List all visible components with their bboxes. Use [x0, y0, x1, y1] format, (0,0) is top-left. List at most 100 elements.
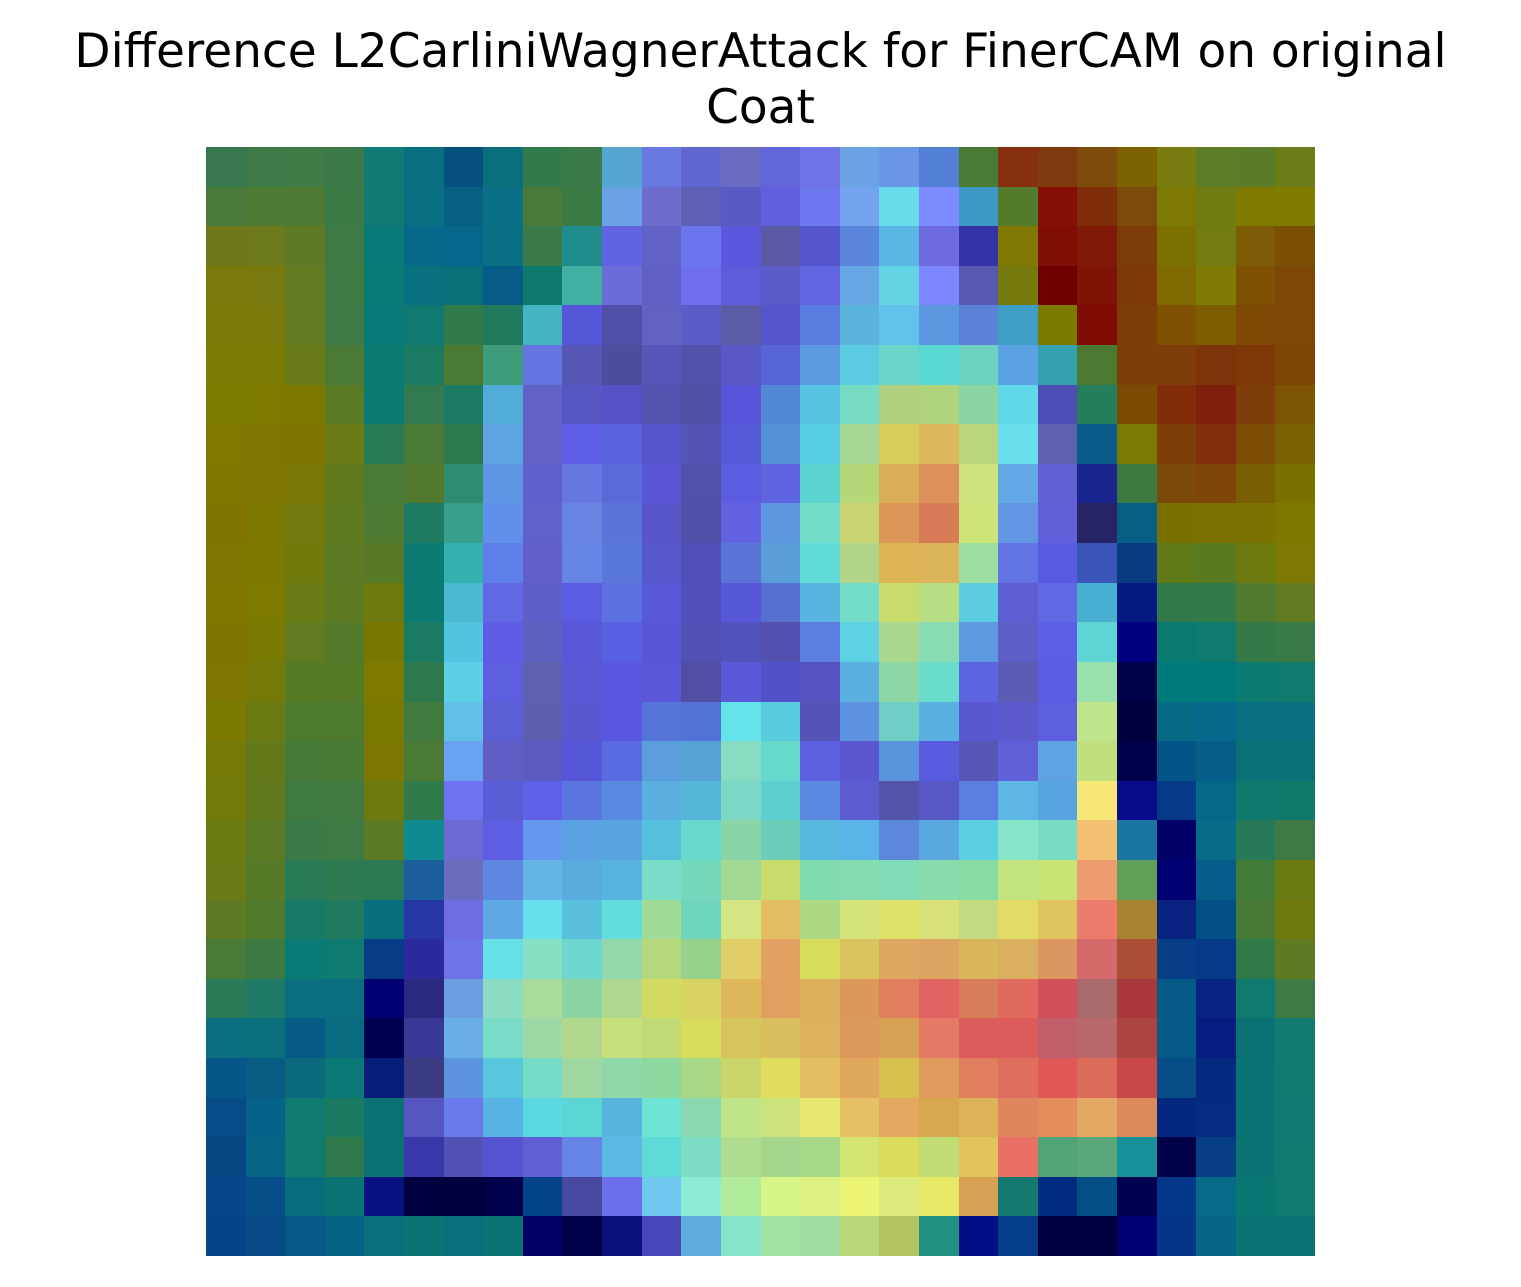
heatmap-cell — [1077, 820, 1117, 860]
heatmap-cell — [879, 265, 919, 306]
heatmap-cell — [522, 978, 563, 1019]
heatmap-cell — [1037, 1097, 1078, 1138]
heatmap-cell — [641, 147, 682, 187]
heatmap-cell — [562, 1216, 603, 1256]
heatmap-cell — [998, 1176, 1038, 1217]
heatmap-cell — [800, 265, 840, 306]
heatmap-cell — [760, 939, 801, 979]
heatmap-cell — [1275, 1137, 1315, 1177]
heatmap-cell — [562, 859, 603, 900]
heatmap-cell — [760, 780, 801, 821]
heatmap-cell — [483, 384, 523, 425]
heatmap-cell — [285, 1097, 325, 1138]
heatmap-cell — [1275, 820, 1315, 860]
heatmap-cell — [760, 1097, 801, 1138]
heatmap-cell — [760, 305, 801, 346]
heatmap-cell — [800, 1176, 840, 1217]
heatmap-cell — [958, 1137, 999, 1177]
heatmap-cell — [641, 265, 682, 306]
heatmap-cell — [285, 859, 325, 900]
heatmap-cell — [1156, 622, 1197, 662]
heatmap-cell — [998, 978, 1038, 1019]
heatmap-cell — [602, 820, 642, 860]
heatmap-cell — [681, 1018, 721, 1058]
heatmap-cell — [958, 1057, 999, 1098]
heatmap-cell — [522, 147, 563, 187]
heatmap-cell — [245, 978, 286, 1019]
heatmap-cell — [206, 1018, 246, 1058]
heatmap-cell — [918, 463, 959, 504]
heatmap-cell — [879, 186, 919, 227]
heatmap-cell — [443, 384, 484, 425]
heatmap-cell — [918, 582, 959, 623]
heatmap-cell — [918, 978, 959, 1019]
heatmap-cell — [839, 424, 880, 464]
heatmap-cell — [602, 1057, 642, 1098]
heatmap-cell — [720, 741, 761, 781]
heatmap-cell — [562, 1097, 603, 1138]
heatmap-cell — [404, 1057, 444, 1098]
heatmap-cell — [1037, 582, 1078, 623]
heatmap-cell — [1116, 1057, 1157, 1098]
heatmap-cell — [443, 582, 484, 623]
heatmap-cell — [285, 1176, 325, 1217]
heatmap-cell — [681, 265, 721, 306]
heatmap-cell — [522, 622, 563, 662]
heatmap-cell — [443, 1057, 484, 1098]
heatmap-cell — [602, 939, 642, 979]
heatmap-cell — [1077, 186, 1117, 227]
heatmap-cell — [1235, 859, 1276, 900]
heatmap-cell — [839, 147, 880, 187]
heatmap-cell — [879, 1018, 919, 1058]
heatmap-cell — [720, 899, 761, 940]
heatmap-cell — [1235, 622, 1276, 662]
heatmap-cell — [1037, 780, 1078, 821]
heatmap-cell — [522, 939, 563, 979]
heatmap-cell — [206, 1057, 246, 1098]
heatmap-cell — [285, 147, 325, 187]
heatmap-cell — [562, 305, 603, 346]
heatmap-cell — [562, 978, 603, 1019]
heatmap-cell — [1077, 1057, 1117, 1098]
heatmap-cell — [1077, 939, 1117, 979]
heatmap-cell — [681, 147, 721, 187]
heatmap-cell — [998, 186, 1038, 227]
heatmap-cell — [998, 939, 1038, 979]
heatmap-cell — [245, 305, 286, 346]
heatmap-cell — [958, 622, 999, 662]
heatmap-cell — [641, 463, 682, 504]
heatmap-cell — [800, 1137, 840, 1177]
heatmap-cell — [562, 701, 603, 742]
heatmap-cell — [245, 859, 286, 900]
heatmap-cell — [483, 345, 523, 385]
heatmap-cell — [839, 780, 880, 821]
heatmap-cell — [1235, 1216, 1276, 1256]
heatmap-cell — [879, 384, 919, 425]
heatmap-cell — [364, 1097, 405, 1138]
heatmap-cell — [1077, 543, 1117, 583]
heatmap-cell — [641, 305, 682, 346]
heatmap-cell — [522, 503, 563, 544]
heatmap-cell — [839, 1216, 880, 1256]
heatmap-cell — [760, 820, 801, 860]
heatmap-cell — [245, 226, 286, 266]
heatmap-cell — [958, 978, 999, 1019]
heatmap-cell — [522, 1137, 563, 1177]
heatmap-cell — [1037, 622, 1078, 662]
heatmap-cell — [879, 1137, 919, 1177]
heatmap-cell — [760, 859, 801, 900]
heatmap-cell — [1116, 820, 1157, 860]
heatmap-cell — [1037, 978, 1078, 1019]
heatmap-cell — [206, 265, 246, 306]
heatmap-cell — [285, 741, 325, 781]
heatmap-cell — [1196, 978, 1236, 1019]
heatmap-cell — [562, 226, 603, 266]
heatmap-cell — [681, 424, 721, 464]
heatmap-cell — [1037, 939, 1078, 979]
heatmap-cell — [364, 701, 405, 742]
heatmap-cell — [720, 582, 761, 623]
heatmap-cell — [800, 701, 840, 742]
heatmap-cell — [1037, 1176, 1078, 1217]
heatmap-cell — [522, 741, 563, 781]
heatmap-cell — [1116, 582, 1157, 623]
